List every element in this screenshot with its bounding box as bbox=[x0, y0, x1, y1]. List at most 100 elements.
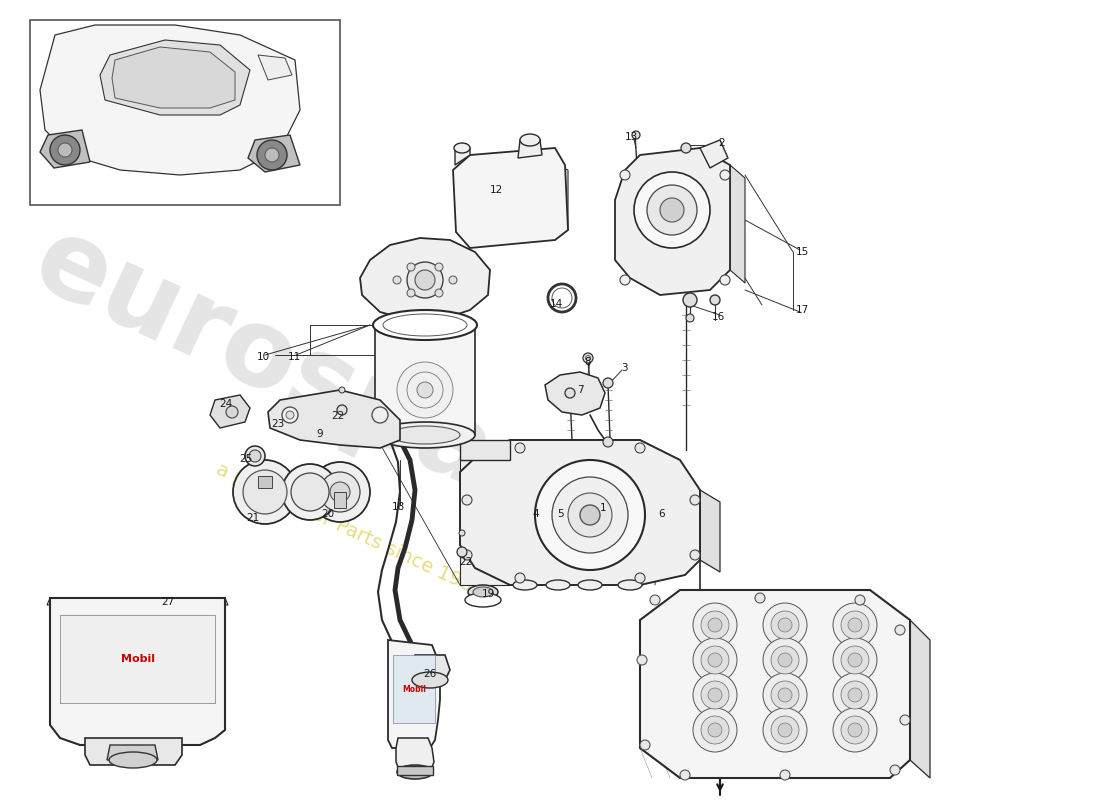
Circle shape bbox=[848, 688, 862, 702]
Polygon shape bbox=[40, 25, 300, 175]
Circle shape bbox=[701, 646, 729, 674]
Circle shape bbox=[690, 550, 700, 560]
Text: 27: 27 bbox=[162, 597, 175, 607]
Polygon shape bbox=[388, 640, 440, 748]
Circle shape bbox=[415, 270, 434, 290]
Circle shape bbox=[434, 289, 443, 297]
Circle shape bbox=[462, 550, 472, 560]
Circle shape bbox=[693, 708, 737, 752]
Circle shape bbox=[337, 405, 346, 415]
Circle shape bbox=[900, 715, 910, 725]
Polygon shape bbox=[460, 460, 510, 585]
Circle shape bbox=[449, 276, 456, 284]
Circle shape bbox=[708, 688, 722, 702]
Polygon shape bbox=[30, 20, 340, 205]
Text: Mobil: Mobil bbox=[403, 685, 426, 694]
Circle shape bbox=[895, 625, 905, 635]
Circle shape bbox=[535, 460, 645, 570]
Circle shape bbox=[583, 353, 593, 363]
Circle shape bbox=[690, 495, 700, 505]
Polygon shape bbox=[700, 140, 728, 168]
Circle shape bbox=[680, 770, 690, 780]
Polygon shape bbox=[112, 47, 235, 108]
Circle shape bbox=[459, 530, 465, 536]
Circle shape bbox=[620, 275, 630, 285]
Circle shape bbox=[778, 653, 792, 667]
Circle shape bbox=[330, 482, 350, 502]
Circle shape bbox=[647, 185, 697, 235]
Polygon shape bbox=[518, 140, 542, 158]
Circle shape bbox=[693, 603, 737, 647]
Text: 26: 26 bbox=[424, 669, 437, 679]
Ellipse shape bbox=[578, 580, 602, 590]
Text: 16: 16 bbox=[712, 312, 725, 322]
Circle shape bbox=[848, 723, 862, 737]
Circle shape bbox=[763, 638, 807, 682]
Circle shape bbox=[660, 198, 684, 222]
Polygon shape bbox=[730, 165, 745, 283]
Polygon shape bbox=[85, 738, 182, 765]
Polygon shape bbox=[40, 130, 90, 168]
Circle shape bbox=[637, 655, 647, 665]
Circle shape bbox=[552, 477, 628, 553]
Circle shape bbox=[462, 495, 472, 505]
Circle shape bbox=[434, 263, 443, 271]
Text: 1: 1 bbox=[600, 503, 606, 513]
Text: 5: 5 bbox=[557, 509, 563, 519]
Text: Mobil: Mobil bbox=[121, 654, 155, 664]
Polygon shape bbox=[47, 598, 228, 605]
Circle shape bbox=[393, 276, 402, 284]
Polygon shape bbox=[640, 590, 910, 778]
Ellipse shape bbox=[397, 765, 433, 779]
Circle shape bbox=[372, 407, 388, 423]
Circle shape bbox=[771, 611, 799, 639]
Polygon shape bbox=[258, 55, 292, 80]
Circle shape bbox=[265, 148, 279, 162]
Ellipse shape bbox=[473, 587, 493, 597]
Polygon shape bbox=[393, 655, 434, 723]
Ellipse shape bbox=[454, 143, 470, 153]
Circle shape bbox=[693, 673, 737, 717]
Circle shape bbox=[603, 437, 613, 447]
Circle shape bbox=[701, 681, 729, 709]
Text: 12: 12 bbox=[490, 185, 503, 195]
Circle shape bbox=[310, 462, 370, 522]
Text: 23: 23 bbox=[272, 419, 285, 429]
Circle shape bbox=[708, 653, 722, 667]
Ellipse shape bbox=[520, 134, 540, 146]
Ellipse shape bbox=[292, 473, 329, 511]
Text: 3: 3 bbox=[620, 363, 627, 373]
Ellipse shape bbox=[373, 310, 477, 340]
Polygon shape bbox=[248, 135, 300, 172]
Circle shape bbox=[763, 673, 807, 717]
Text: 7: 7 bbox=[576, 385, 583, 395]
Circle shape bbox=[650, 595, 660, 605]
Circle shape bbox=[635, 443, 645, 453]
Text: 17: 17 bbox=[795, 305, 808, 315]
Text: eurospares: eurospares bbox=[16, 207, 683, 593]
Polygon shape bbox=[510, 440, 680, 460]
Circle shape bbox=[620, 170, 630, 180]
Polygon shape bbox=[50, 598, 225, 745]
Polygon shape bbox=[107, 745, 158, 760]
Ellipse shape bbox=[618, 580, 642, 590]
Circle shape bbox=[585, 355, 591, 361]
Polygon shape bbox=[460, 440, 700, 585]
Circle shape bbox=[515, 573, 525, 583]
Circle shape bbox=[456, 547, 468, 557]
Ellipse shape bbox=[243, 470, 287, 514]
Ellipse shape bbox=[375, 422, 475, 448]
Ellipse shape bbox=[412, 672, 448, 688]
Circle shape bbox=[417, 382, 433, 398]
Text: 10: 10 bbox=[256, 352, 270, 362]
Polygon shape bbox=[455, 148, 470, 165]
Circle shape bbox=[681, 143, 691, 153]
Circle shape bbox=[282, 407, 298, 423]
Circle shape bbox=[515, 443, 525, 453]
Circle shape bbox=[693, 638, 737, 682]
Polygon shape bbox=[397, 766, 433, 775]
Ellipse shape bbox=[465, 593, 501, 607]
Text: 6: 6 bbox=[659, 509, 666, 519]
Circle shape bbox=[339, 387, 345, 393]
Circle shape bbox=[632, 131, 640, 139]
